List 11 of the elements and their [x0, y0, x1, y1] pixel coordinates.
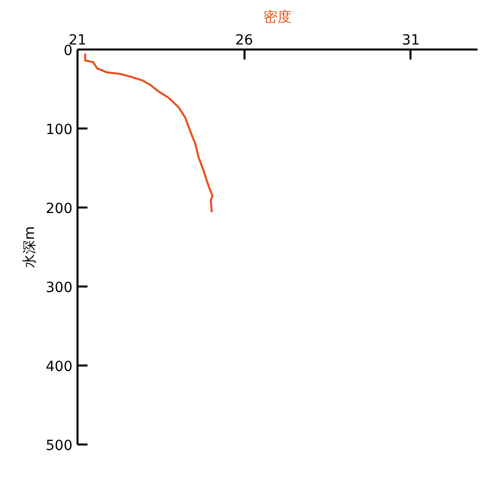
y-tick-label: 300: [46, 280, 73, 296]
y-tick-label: 100: [46, 122, 73, 138]
y-tick-label: 400: [46, 359, 73, 375]
y-tick-label: 500: [46, 438, 73, 454]
line-series: [84, 52, 214, 214]
x-axis-title: 密度: [264, 10, 292, 26]
y-axis-title: 水深m: [22, 226, 38, 268]
x-tick-label: 31: [402, 32, 420, 48]
y-tick-label: 200: [46, 201, 73, 217]
y-tick-label: 0: [64, 43, 73, 59]
x-tick-label: 26: [235, 32, 254, 48]
